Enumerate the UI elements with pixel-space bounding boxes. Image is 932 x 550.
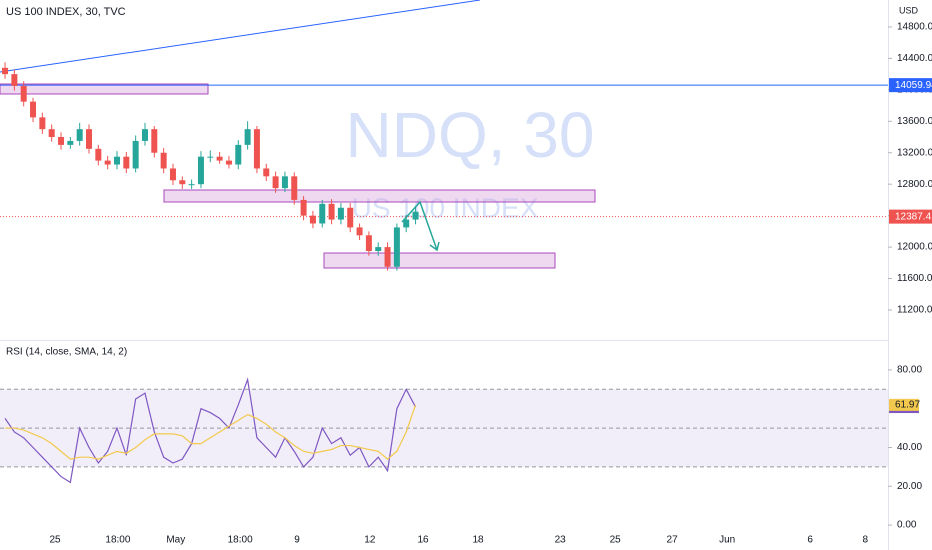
rsi-line: [4, 377, 417, 484]
last-value-label: 61.97: [895, 400, 920, 411]
x-tick-label: 18:00: [228, 535, 253, 546]
x-tick-label: 9: [294, 535, 300, 546]
y-tick-label: 11600.00: [897, 273, 932, 284]
x-tick-label: 12: [364, 535, 376, 546]
y-tick-label: 12800.00: [897, 179, 932, 190]
candle-body: [30, 101, 37, 118]
candle-body: [272, 176, 279, 189]
x-tick-label: 18:00: [105, 535, 130, 546]
candle-body: [403, 219, 410, 228]
y-tick-label: 14800.00: [897, 22, 932, 33]
x-tick-label: 27: [667, 535, 679, 546]
currency: USD: [899, 5, 919, 15]
candle-body: [151, 129, 158, 153]
candle-body: [113, 156, 120, 165]
candle-body: [197, 156, 204, 185]
x-tick-label: 6: [807, 535, 813, 546]
candle-body: [179, 180, 186, 185]
candle-body: [76, 129, 83, 141]
arrow-head: [429, 241, 440, 252]
x-tick-label: 23: [555, 535, 567, 546]
y-tick-label: 14400.00: [897, 53, 932, 64]
candle-body: [375, 247, 382, 252]
candle-body: [123, 156, 130, 169]
x-tick-label: 8: [862, 535, 868, 546]
projection-arrow: [401, 200, 438, 251]
candle-body: [11, 74, 18, 86]
candle-body: [235, 144, 242, 165]
candle-body: [39, 117, 46, 130]
candle-body: [169, 168, 176, 181]
y-tick-label: 11200.00: [897, 305, 932, 316]
candle-body: [319, 203, 326, 224]
candle-body: [253, 129, 260, 169]
trend-line: [0, 0, 481, 73]
candle-body: [300, 199, 307, 216]
candle-body: [58, 137, 65, 145]
price-tag: [889, 209, 932, 224]
candle-body: [263, 168, 270, 177]
zone: [0, 83, 209, 95]
candle-body: [20, 85, 27, 102]
candle-body: [291, 176, 298, 200]
rsi-title: RSI (14, close, SMA, 14, 2): [6, 347, 127, 358]
candle-body: [356, 227, 363, 236]
x-tick-label: 25: [49, 535, 61, 546]
candle-body: [188, 184, 195, 186]
y-tick-label: 20.00: [897, 481, 922, 492]
x-tick-label: 25: [610, 535, 622, 546]
candle-body: [160, 152, 167, 169]
candle-body: [365, 235, 372, 252]
symbol-title: US 100 INDEX, 30, TVC: [6, 6, 126, 18]
candle-body: [244, 129, 251, 145]
candle-body: [347, 207, 354, 228]
price-tag-label: 14059.94: [895, 80, 932, 91]
zone: [163, 189, 596, 203]
y-tick-label: 40.00: [897, 442, 922, 453]
candle-body: [2, 67, 9, 75]
y-tick-label: 13200.00: [897, 147, 932, 158]
rsi-line: [5, 404, 417, 460]
x-tick-label: May: [166, 535, 185, 546]
x-tick-label: Jun: [719, 535, 735, 546]
x-tick-label: 16: [417, 535, 429, 546]
zone: [323, 252, 556, 269]
candle-body: [132, 140, 139, 169]
y-tick-label: 0.00: [897, 520, 917, 531]
candle-body: [67, 140, 74, 145]
candle-body: [337, 207, 344, 220]
watermark-name: US 100 INDEX: [352, 192, 539, 223]
candle-body: [207, 156, 214, 158]
candle-body: [48, 129, 55, 138]
price-tag: [889, 78, 932, 93]
candle-body: [86, 129, 93, 149]
candle-body: [393, 227, 400, 267]
candle-body: [225, 160, 232, 165]
y-tick-label: 12000.00: [897, 242, 932, 253]
x-tick-label: 18: [472, 535, 484, 546]
candle-body: [95, 148, 102, 161]
y-tick-label: 13600.00: [897, 116, 932, 127]
candle-body: [141, 129, 148, 141]
candle-body: [216, 156, 223, 161]
candle-body: [309, 215, 316, 224]
candle-body: [104, 160, 111, 165]
candle-body: [384, 247, 391, 267]
candle-body: [328, 203, 335, 220]
candle-body: [412, 211, 419, 220]
last-value-tag: [889, 398, 919, 411]
watermark-symbol: NDQ, 30: [346, 99, 595, 171]
price-tag-label: 12387.41: [895, 211, 932, 222]
y-tick-label: 80.00: [897, 365, 922, 376]
candle-body: [281, 176, 288, 189]
